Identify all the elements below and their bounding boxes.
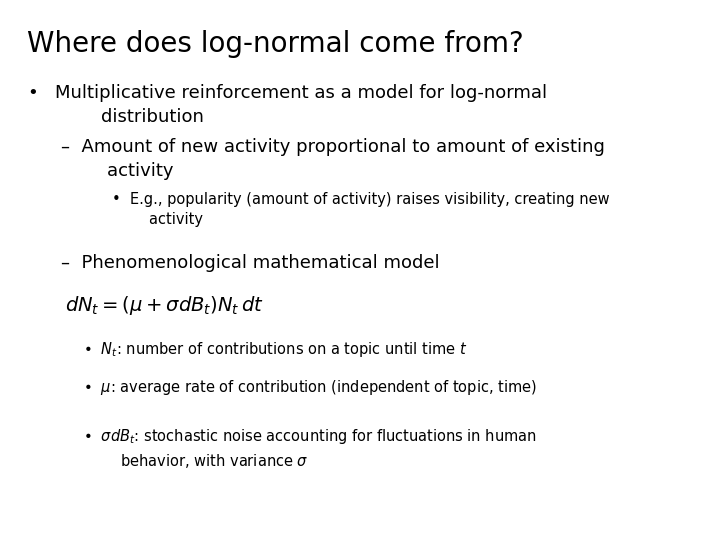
Text: •  $\sigma dB_t$: stochastic noise accounting for fluctuations in human
        : • $\sigma dB_t$: stochastic noise accoun…	[83, 427, 536, 470]
Text: –  Phenomenological mathematical model: – Phenomenological mathematical model	[61, 254, 440, 272]
Text: Multiplicative reinforcement as a model for log-normal
        distribution: Multiplicative reinforcement as a model …	[55, 84, 547, 126]
Text: –  Amount of new activity proportional to amount of existing
        activity: – Amount of new activity proportional to…	[61, 138, 605, 180]
Text: $dN_t=(\mu+ \sigma dB_t)N_t\, dt$: $dN_t=(\mu+ \sigma dB_t)N_t\, dt$	[65, 294, 264, 318]
Text: •  E.g., popularity (amount of activity) raises visibility, creating new
       : • E.g., popularity (amount of activity) …	[112, 192, 609, 227]
Text: •  $N_t$: number of contributions on a topic until time $t$: • $N_t$: number of contributions on a to…	[83, 340, 467, 359]
Text: •  $\mu$: average rate of contribution (independent of topic, time): • $\mu$: average rate of contribution (i…	[83, 378, 537, 397]
Text: •: •	[27, 84, 38, 102]
Text: Where does log-normal come from?: Where does log-normal come from?	[27, 30, 524, 58]
